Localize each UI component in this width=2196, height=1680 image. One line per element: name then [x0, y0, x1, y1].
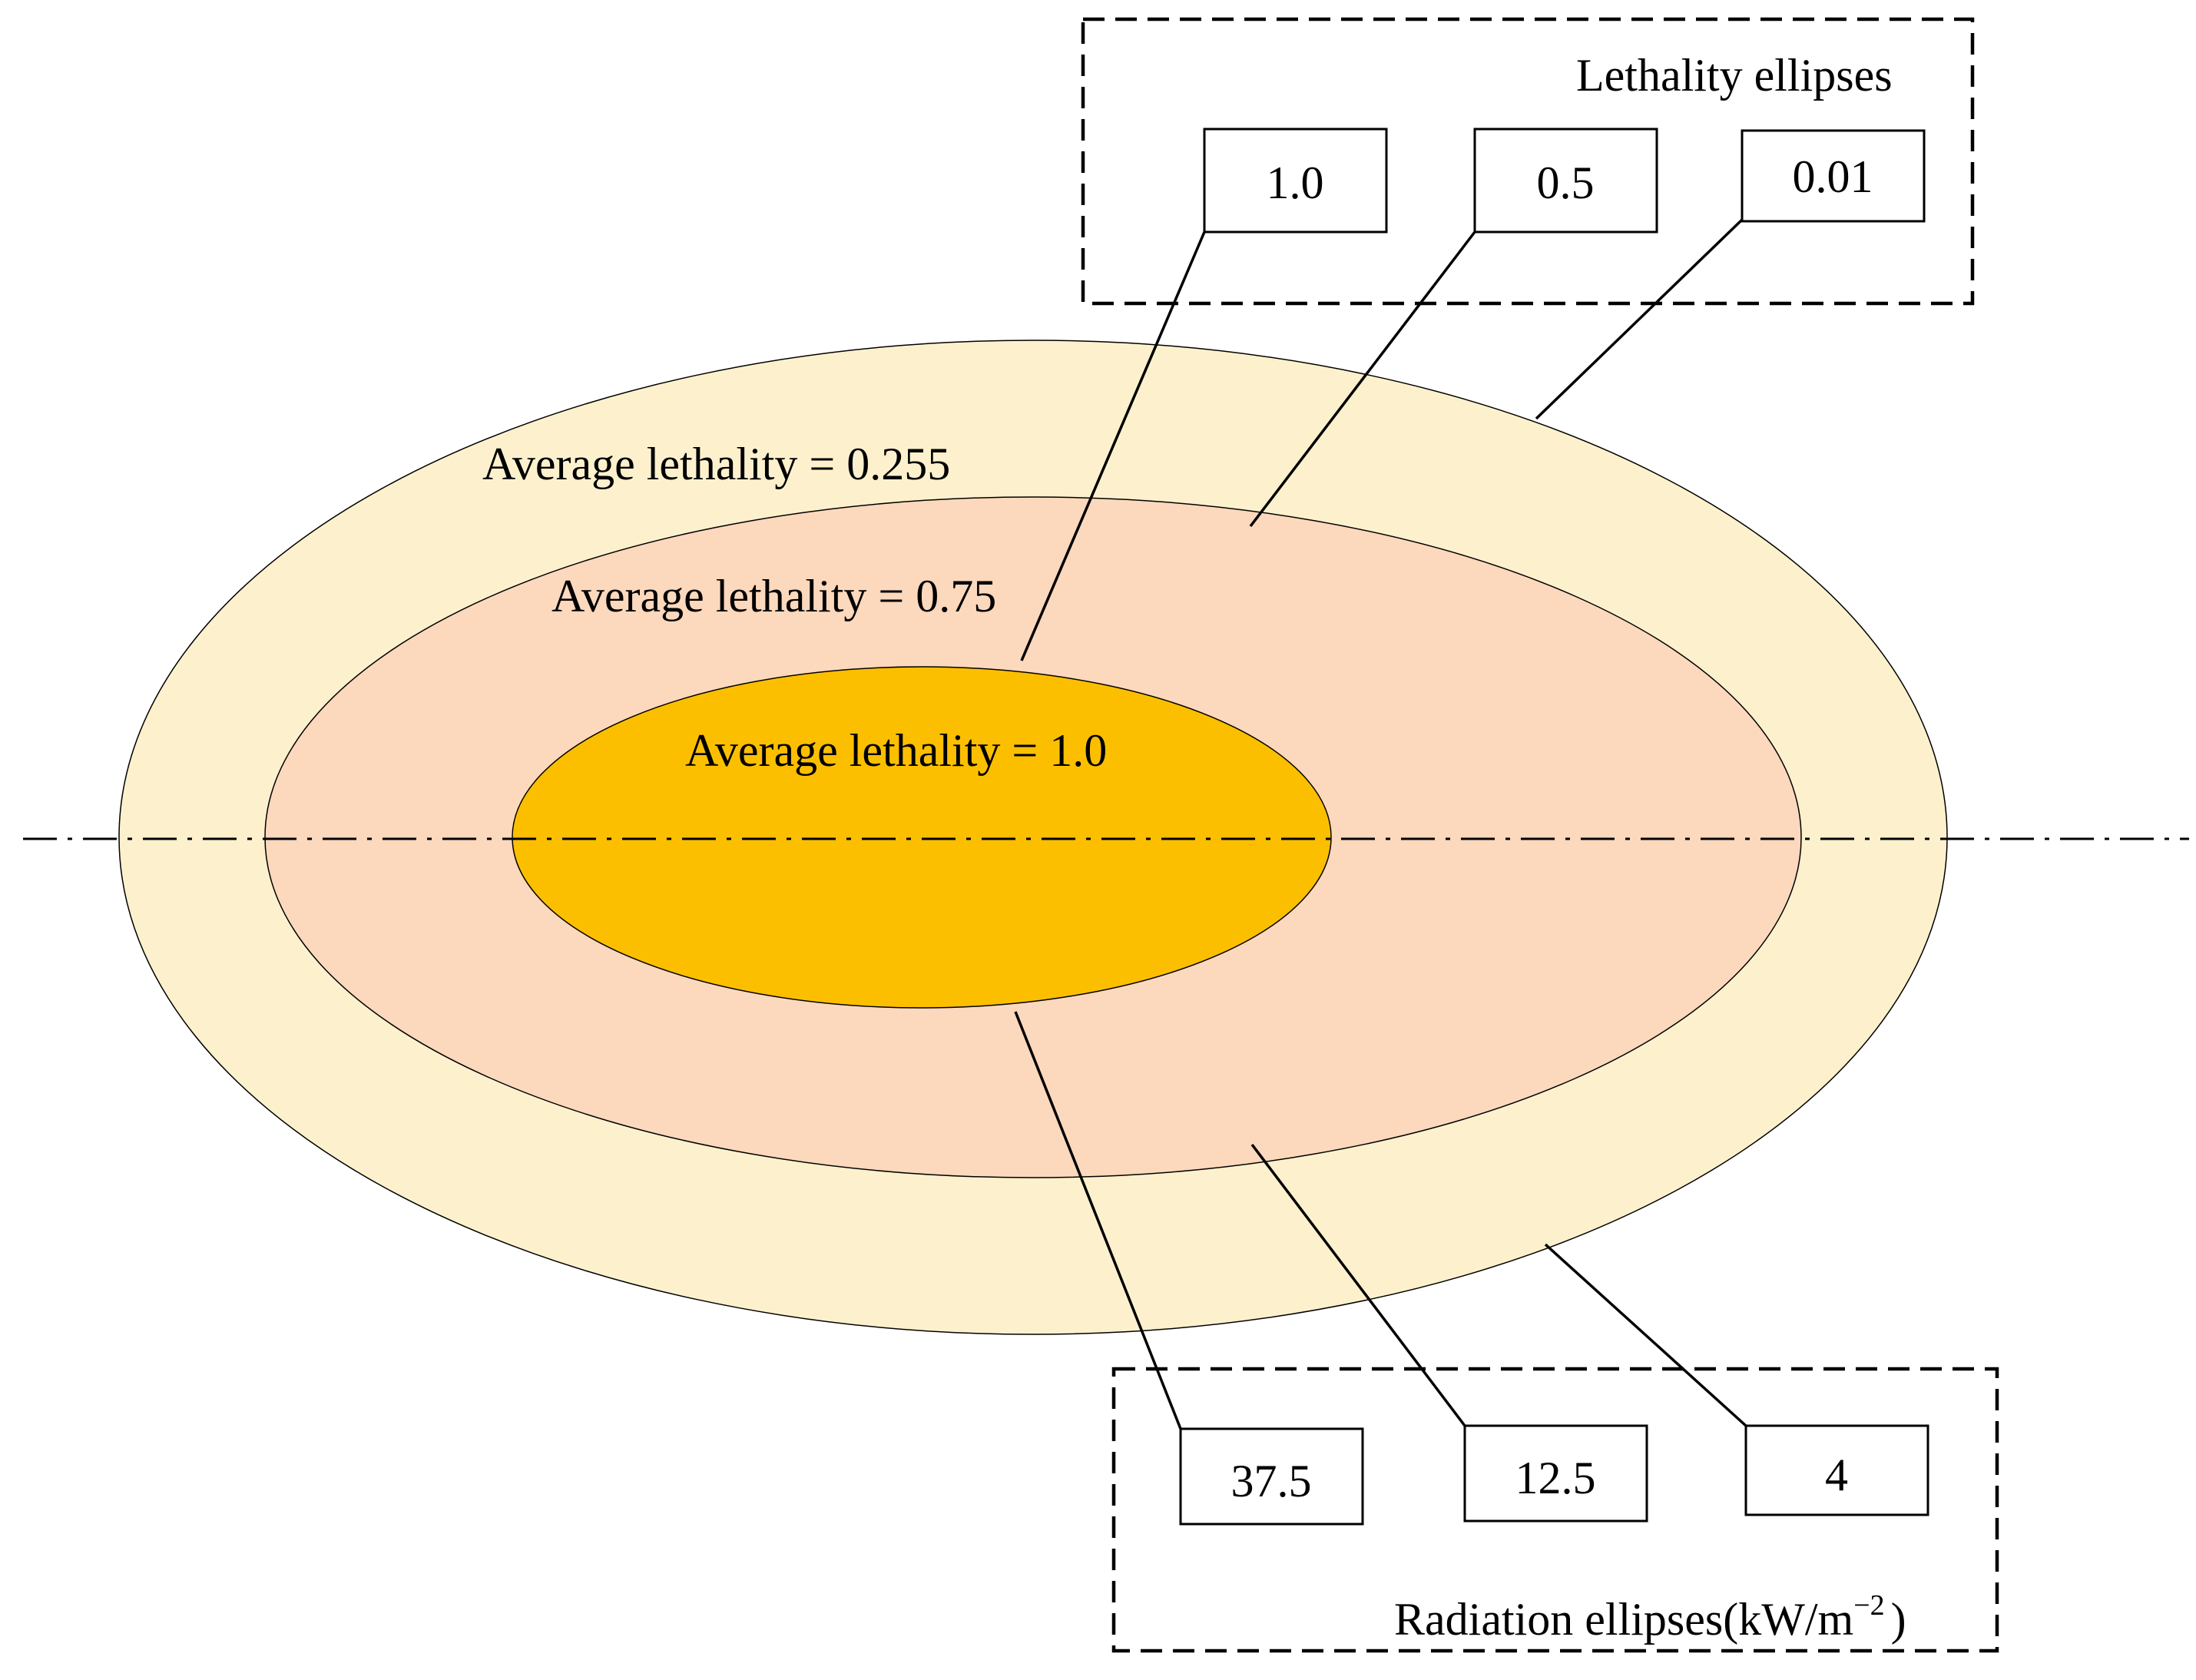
lethality-box-1 — [1203, 128, 1388, 234]
radiation-leader-lines — [1014, 1011, 1747, 1430]
leader-line-radiation-1 — [1014, 1011, 1182, 1430]
radiation-box-2-label: 12.5 — [1515, 1453, 1596, 1503]
lethality-box-3-label: 0.01 — [1793, 151, 1873, 202]
lethality-box-3 — [1741, 129, 1926, 223]
lethality-group-frame — [1081, 17, 1975, 306]
radiation-ellipses-group: 37.5 12.5 4 Radiation ellipses(kW/m−2) — [1111, 1367, 1999, 1653]
radiation-box-1 — [1179, 1427, 1364, 1526]
lethality-box-2 — [1473, 128, 1658, 234]
radiation-group-title-end: ) — [1891, 1594, 1906, 1645]
leader-line-lethality-2 — [1249, 230, 1476, 528]
leader-line-radiation-2 — [1250, 1143, 1466, 1427]
leader-line-radiation-3 — [1544, 1243, 1747, 1427]
lethality-group-title: Lethality ellipses — [1576, 50, 1893, 101]
radiation-group-title-superscript: −2 — [1853, 1589, 1884, 1622]
leader-line-lethality-3 — [1535, 218, 1744, 420]
inner-zone-label: Average lethality = 1.0 — [685, 725, 1107, 776]
radiation-box-2 — [1463, 1424, 1648, 1523]
radiation-box-3 — [1744, 1424, 1929, 1516]
lethality-ellipses-group: Lethality ellipses 1.0 0.5 0.01 — [1081, 17, 1975, 306]
inner-lethality-ellipse — [512, 666, 1332, 1009]
outer-zone-label: Average lethality = 0.255 — [482, 439, 950, 489]
lethality-box-1-label: 1.0 — [1267, 157, 1324, 208]
radiation-box-1-label: 37.5 — [1231, 1456, 1312, 1506]
radiation-group-title-main: Radiation ellipses(kW/m — [1394, 1594, 1853, 1645]
radiation-group-title: Radiation ellipses(kW/m−2) — [1394, 1589, 1906, 1645]
middle-zone-label: Average lethality = 0.75 — [551, 571, 996, 621]
lethality-box-2-label: 0.5 — [1537, 157, 1595, 208]
radiation-box-3-label: 4 — [1825, 1450, 1848, 1500]
